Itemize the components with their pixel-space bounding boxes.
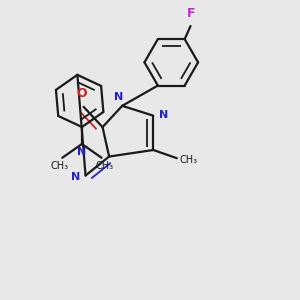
Text: CH₃: CH₃ <box>51 161 69 171</box>
Text: N: N <box>159 110 168 120</box>
Text: F: F <box>187 7 196 20</box>
Text: CH₃: CH₃ <box>95 161 113 171</box>
Text: CH₃: CH₃ <box>179 155 198 165</box>
Text: N: N <box>71 172 81 182</box>
Text: N: N <box>114 92 124 102</box>
Text: O: O <box>76 87 87 100</box>
Text: N: N <box>77 147 87 157</box>
